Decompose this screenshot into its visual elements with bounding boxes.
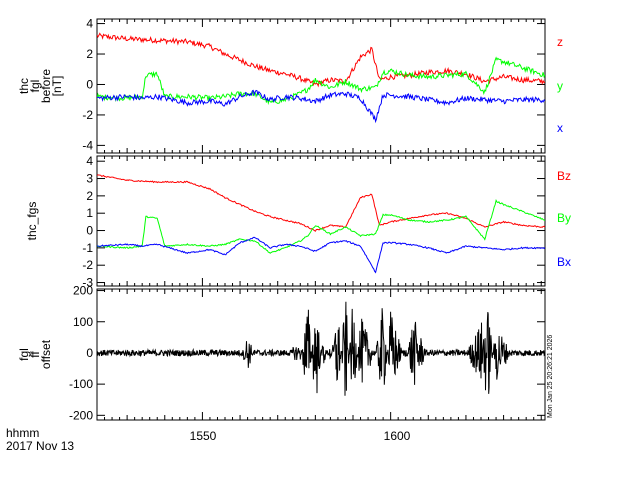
series-line-Bx [97,236,545,274]
series-line-Bz [97,174,545,232]
panel-2: -3 -2 -1 0 1 2 3 4 thc_fgs Bz By Bx [25,154,571,289]
y-tick-label: 200 [73,284,93,298]
series-line-By [97,199,545,254]
legend-entry-Bz: Bz [557,169,571,183]
y-axis-label: before [39,69,53,103]
y-axis-label: thc_fgs [25,202,39,241]
y-tick-label: -1 [82,241,93,255]
x-axis-tick-label-1600: 1600 [384,429,411,443]
y-axis-label: thc [17,78,31,94]
series-line-x [97,89,545,124]
y-tick-label: 2 [86,189,93,203]
legend-entry-y: y [557,79,563,93]
y-tick-label: 1 [86,206,93,220]
timestamp-label: Mon Jan 25 20:26:21 2026 [547,335,554,418]
y-tick-label: 0 [86,346,93,360]
y-tick-label: 4 [86,17,93,31]
x-axis-label-units: hhmm [6,426,39,440]
y-tick-label: 0 [86,224,93,238]
y-axis-label: offset [39,339,53,369]
x-axis-tick-label-1550: 1550 [190,429,217,443]
panel-frame [96,155,546,287]
legend-entry-z: z [557,35,563,49]
legend-entry-Bx: Bx [557,255,571,269]
y-tick-label: 4 [86,154,93,168]
y-tick-label: 0 [86,77,93,91]
legend-entry-x: x [557,121,563,135]
series-line-y [97,56,545,105]
y-tick-label: -2 [82,108,93,122]
panel-frame [96,18,546,154]
y-tick-label: -100 [69,377,93,391]
series-line-offset [97,301,545,396]
y-tick-label: -200 [69,408,93,422]
y-tick-label: -4 [82,138,93,152]
y-axis-label: [nT] [50,76,64,97]
y-tick-label: -3 [82,276,93,290]
legend-entry-By: By [557,211,571,225]
y-axis-label: fgl [28,80,42,93]
y-tick-label: 3 [86,172,93,186]
y-axis-label: ff [28,351,42,358]
y-axis-label: fgl [17,348,31,361]
y-tick-label: 2 [86,47,93,61]
series-line-z [97,32,545,88]
y-tick-label: 100 [73,315,93,329]
x-axis-label-date: 2017 Nov 13 [6,439,74,453]
y-tick-label: -2 [82,258,93,272]
